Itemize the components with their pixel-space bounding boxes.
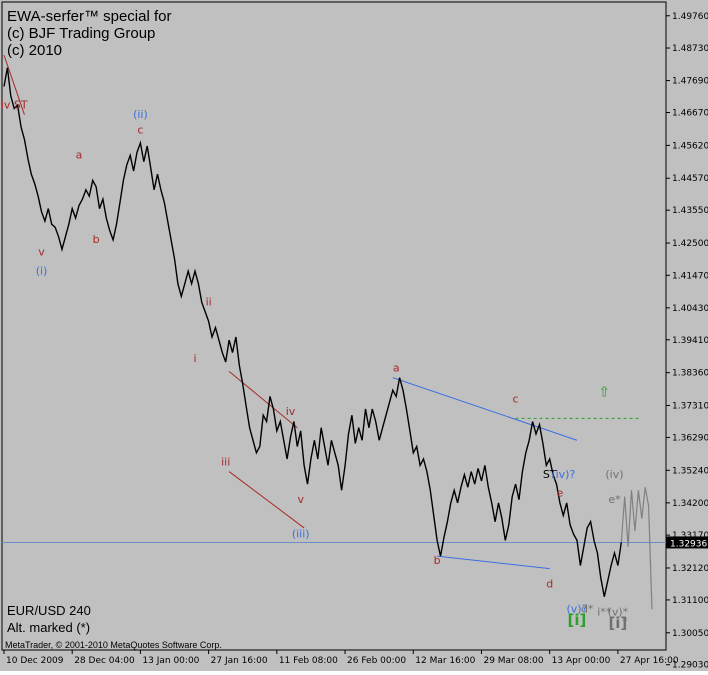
x-tick-label: 13 Apr 00:00 <box>552 656 611 666</box>
wave-label: a <box>76 149 83 162</box>
wave-label: iv <box>286 405 296 418</box>
wave-label: iv ST <box>1 98 28 111</box>
y-tick-label: 1.49760 <box>672 12 708 22</box>
y-tick-label: 1.39410 <box>672 336 708 346</box>
wave-label: b <box>93 233 100 246</box>
wave-label: e* <box>608 493 621 506</box>
wave-label: c <box>137 123 143 136</box>
price-series-eurusd <box>3 67 622 597</box>
header-line-3: (c) 2010 <box>7 42 63 59</box>
y-tick-label: 1.42500 <box>672 239 708 249</box>
wave-label: [i] <box>608 614 627 632</box>
wave-label: (iii) <box>292 527 310 540</box>
wave-label: a <box>393 361 400 374</box>
y-tick-label: 1.40430 <box>672 304 708 314</box>
y-tick-label: 1.38360 <box>672 369 708 379</box>
x-tick-label: 27 Apr 16:00 <box>620 656 679 666</box>
wave-label: (v)? <box>566 602 587 615</box>
y-tick-label: 1.41470 <box>672 271 708 281</box>
current-price-box <box>666 536 708 549</box>
header-line-2: (c) BJF Trading Group <box>7 25 156 42</box>
y-tick-label: 1.46670 <box>672 109 708 119</box>
plot-frame <box>1 1 667 651</box>
y-tick-label: 1.43550 <box>672 206 708 216</box>
wave-label: v <box>38 246 45 259</box>
y-tick-label: 1.35240 <box>672 466 708 476</box>
wave-label: i** <box>597 606 612 619</box>
x-tick-label: 13 Jan 00:00 <box>142 656 199 666</box>
wave-label: (iv)? <box>551 468 575 481</box>
y-tick-label: 1.32120 <box>672 564 708 574</box>
wave-label: i <box>193 352 196 365</box>
y-tick-label: 1.33170 <box>672 531 708 541</box>
x-tick-label: 27 Jan 16:00 <box>211 656 268 666</box>
wave-label: (iv) <box>605 468 623 481</box>
y-tick-label: 1.48730 <box>672 44 708 54</box>
wave-label: v <box>297 493 304 506</box>
wave-label: (ii) <box>133 108 148 121</box>
x-tick-label: 10 Dec 2009 <box>6 656 64 666</box>
wave-label: c <box>513 393 519 406</box>
wave-label: d* <box>581 602 594 615</box>
triangle-line-lower <box>437 555 550 570</box>
wave-label: b <box>434 554 441 567</box>
wave-label: (v)* <box>608 606 629 619</box>
wave-label: e <box>557 487 564 500</box>
x-tick-label: 11 Feb 08:00 <box>279 656 338 666</box>
triangle-line-upper <box>392 377 578 441</box>
channel-line-lower <box>228 471 305 529</box>
wave-label: iii <box>221 455 230 468</box>
header-line-1: EWA-serfer™ special for <box>7 8 172 25</box>
y-tick-label: 1.44570 <box>672 174 708 184</box>
y-tick-label: 1.36290 <box>672 433 708 443</box>
x-tick-label: 12 Mar 16:00 <box>415 656 475 666</box>
y-tick-label: 1.45620 <box>672 141 708 151</box>
current-price-label: 1.32936 <box>670 539 707 549</box>
trendline-red-top <box>3 55 25 115</box>
wave-label: ii <box>206 296 212 309</box>
alt-marked-note: Alt. marked (*) <box>7 620 91 635</box>
y-tick-label: 1.34200 <box>672 499 708 509</box>
x-tick-label: 29 Mar 08:00 <box>483 656 543 666</box>
copyright-text: MetaTrader, © 2001-2010 MetaQuotes Softw… <box>5 640 222 650</box>
projection-path <box>620 487 653 610</box>
symbol-label: EUR/USD 240 <box>7 603 91 618</box>
y-tick-label: 1.47690 <box>672 77 708 87</box>
y-tick-label: 1.37310 <box>672 402 708 412</box>
wave-label: ⇧ <box>598 384 610 400</box>
y-tick-label: 1.31100 <box>672 596 708 606</box>
wave-label: [i] <box>568 611 587 629</box>
wave-label: * <box>622 615 628 628</box>
wave-label: ST <box>543 468 557 481</box>
x-tick-label: 28 Dec 04:00 <box>74 656 135 666</box>
wave-label: d <box>546 577 553 590</box>
y-tick-label: 1.29030 <box>672 661 708 671</box>
channel-line-upper <box>228 371 298 429</box>
wave-label: (i) <box>36 264 48 277</box>
y-tick-label: 1.30050 <box>672 629 708 639</box>
x-tick-label: 26 Feb 00:00 <box>347 656 406 666</box>
